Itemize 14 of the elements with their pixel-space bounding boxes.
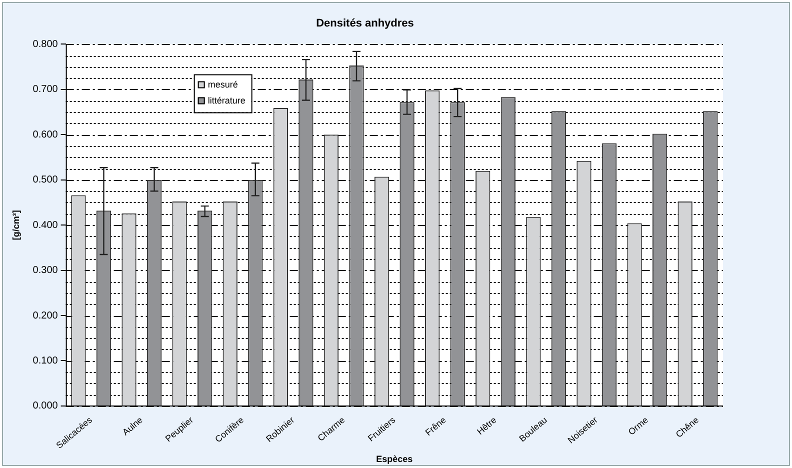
y-tick-label: 0.400 — [32, 220, 58, 231]
y-tick-label: 0.700 — [32, 84, 58, 96]
y-tick-label: 0.300 — [32, 265, 58, 276]
y-axis-title: [g/cm³] — [10, 210, 21, 240]
x-axis-title: Espèces — [376, 454, 413, 464]
y-tick-label: 0.000 — [32, 400, 58, 412]
chart-title: Densités anhydres — [316, 18, 414, 30]
y-tick-label: 0.200 — [32, 310, 58, 322]
y-tick-label: 0.600 — [32, 129, 58, 140]
y-tick-label: 0.500 — [32, 174, 58, 186]
legend-label: mesuré — [208, 80, 238, 90]
y-tick-label: 0.100 — [32, 355, 58, 366]
legend-label: littérature — [208, 96, 246, 106]
y-tick-label: 0.800 — [32, 38, 58, 50]
